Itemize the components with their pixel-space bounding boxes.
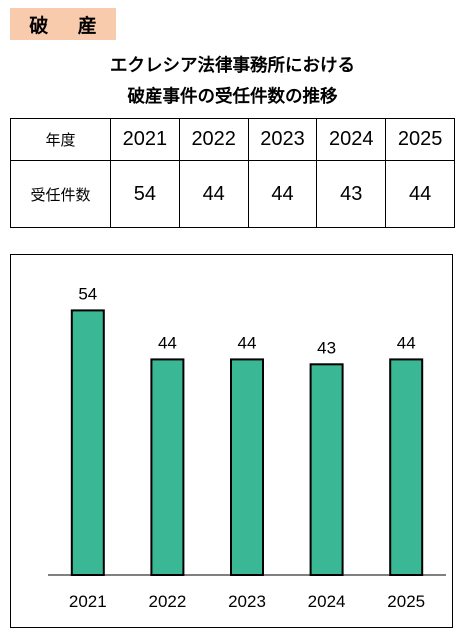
bar-2025 (389, 358, 424, 577)
year-row: 年度 2021 2022 2023 2024 2025 (10, 118, 455, 161)
year-cell: 2022 (178, 118, 249, 161)
data-label: 43 (317, 338, 336, 357)
data-label: 44 (238, 333, 257, 352)
section-badge: 破 産 (10, 8, 116, 40)
count-row: 受任件数 54 44 44 43 44 (10, 160, 455, 228)
x-tick-label: 2024 (308, 592, 346, 611)
cases-table: 年度 2021 2022 2023 2024 2025 受任件数 54 44 4… (10, 118, 455, 228)
count-cell: 44 (385, 160, 455, 228)
count-row-label: 受任件数 (10, 160, 111, 228)
data-label: 44 (158, 333, 177, 352)
page-title-line-2: 破産事件の受任件数の推移 (127, 87, 338, 107)
count-cell: 44 (178, 160, 249, 228)
x-tick-label: 2023 (228, 592, 266, 611)
bar-chart-svg: 54 2021 44 2022 44 2023 43 2024 44 2025 (48, 284, 446, 611)
bar-2024 (309, 363, 344, 576)
year-row-label: 年度 (10, 118, 111, 161)
count-cell: 54 (110, 160, 180, 228)
bar-2021 (70, 309, 105, 577)
x-tick-label: 2022 (148, 592, 186, 611)
bar-2022 (150, 358, 185, 577)
bar-2023 (230, 358, 264, 577)
count-cell: 43 (316, 160, 387, 228)
year-cell: 2021 (110, 118, 180, 161)
page-title-line-1: エクレシア法律事務所における (110, 56, 355, 76)
data-label: 54 (78, 284, 97, 303)
count-cell: 44 (247, 160, 318, 228)
x-tick-label: 2025 (387, 592, 425, 611)
bar-chart: 54 2021 44 2022 44 2023 43 2024 44 2025 (10, 254, 453, 628)
x-tick-label: 2021 (69, 592, 107, 611)
year-cell: 2023 (247, 118, 318, 161)
data-label: 44 (397, 333, 416, 352)
year-cell: 2025 (385, 118, 455, 161)
year-cell: 2024 (316, 118, 387, 161)
